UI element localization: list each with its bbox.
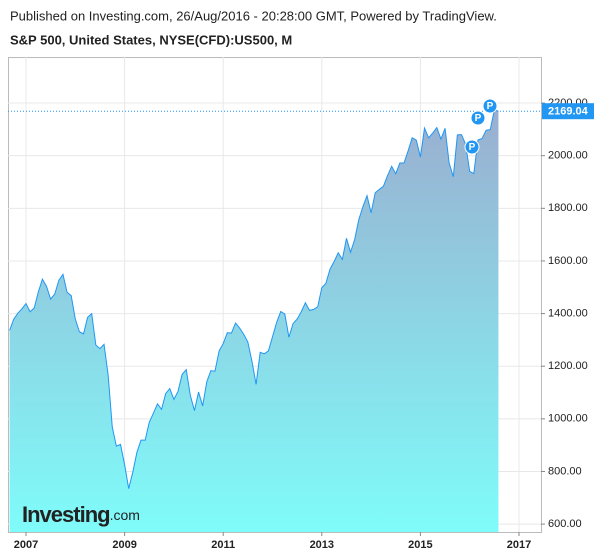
p-marker-text: P: [487, 101, 494, 112]
logo-suffix: .com: [110, 507, 140, 523]
chart-title: S&P 500, United States, NYSE(CFD):US500,…: [10, 32, 292, 47]
y-tick-label: 1600.00: [548, 255, 588, 267]
p-marker: [470, 110, 486, 126]
y-tick-label: 1000.00: [548, 413, 588, 425]
x-tick-label: 2007: [14, 539, 38, 551]
y-tick-label: 600.00: [548, 518, 582, 530]
price-line: [9, 109, 499, 489]
p-marker: [482, 98, 498, 114]
y-tick-label: 2000.00: [548, 150, 588, 162]
x-tick-label: 2009: [112, 539, 136, 551]
y-tick-label: 800.00: [548, 465, 582, 477]
x-tick-label: 2015: [408, 539, 432, 551]
last-price-box: [542, 103, 594, 120]
area-fill: [9, 109, 499, 532]
x-tick-label: 2017: [507, 539, 531, 551]
p-marker: [464, 139, 480, 155]
last-price-label: 2169.04: [548, 106, 589, 118]
y-tick-label: 1800.00: [548, 202, 588, 214]
logo-brand: Investing: [22, 502, 110, 527]
x-tick-label: 2011: [211, 539, 235, 551]
p-marker-text: P: [475, 113, 482, 124]
p-marker-text: P: [469, 142, 476, 153]
y-tick-label: 1200.00: [548, 360, 588, 372]
y-tick-label: 1400.00: [548, 307, 588, 319]
logo: Investing.com: [22, 502, 140, 527]
plot-frame: [8, 57, 542, 533]
publisher: Published on Investing.com, 26/Aug/2016 …: [10, 8, 497, 23]
x-tick-label: 2013: [310, 539, 334, 551]
